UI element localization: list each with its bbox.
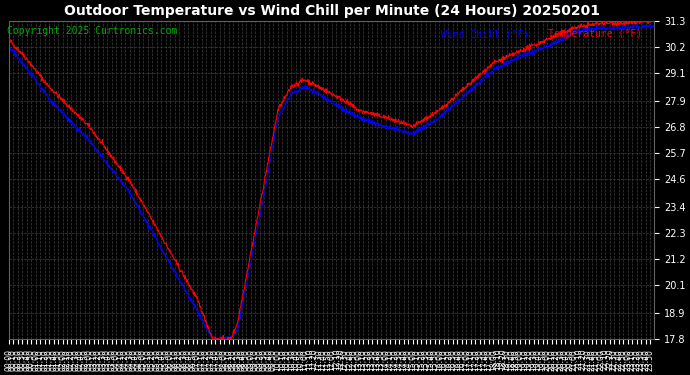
Title: Outdoor Temperature vs Wind Chill per Minute (24 Hours) 20250201: Outdoor Temperature vs Wind Chill per Mi… [63, 4, 600, 18]
Text: Copyright 2025 Curtronics.com: Copyright 2025 Curtronics.com [7, 26, 177, 36]
Legend: Wind Chill (°F), Temperature (°F): Wind Chill (°F), Temperature (°F) [437, 26, 647, 44]
